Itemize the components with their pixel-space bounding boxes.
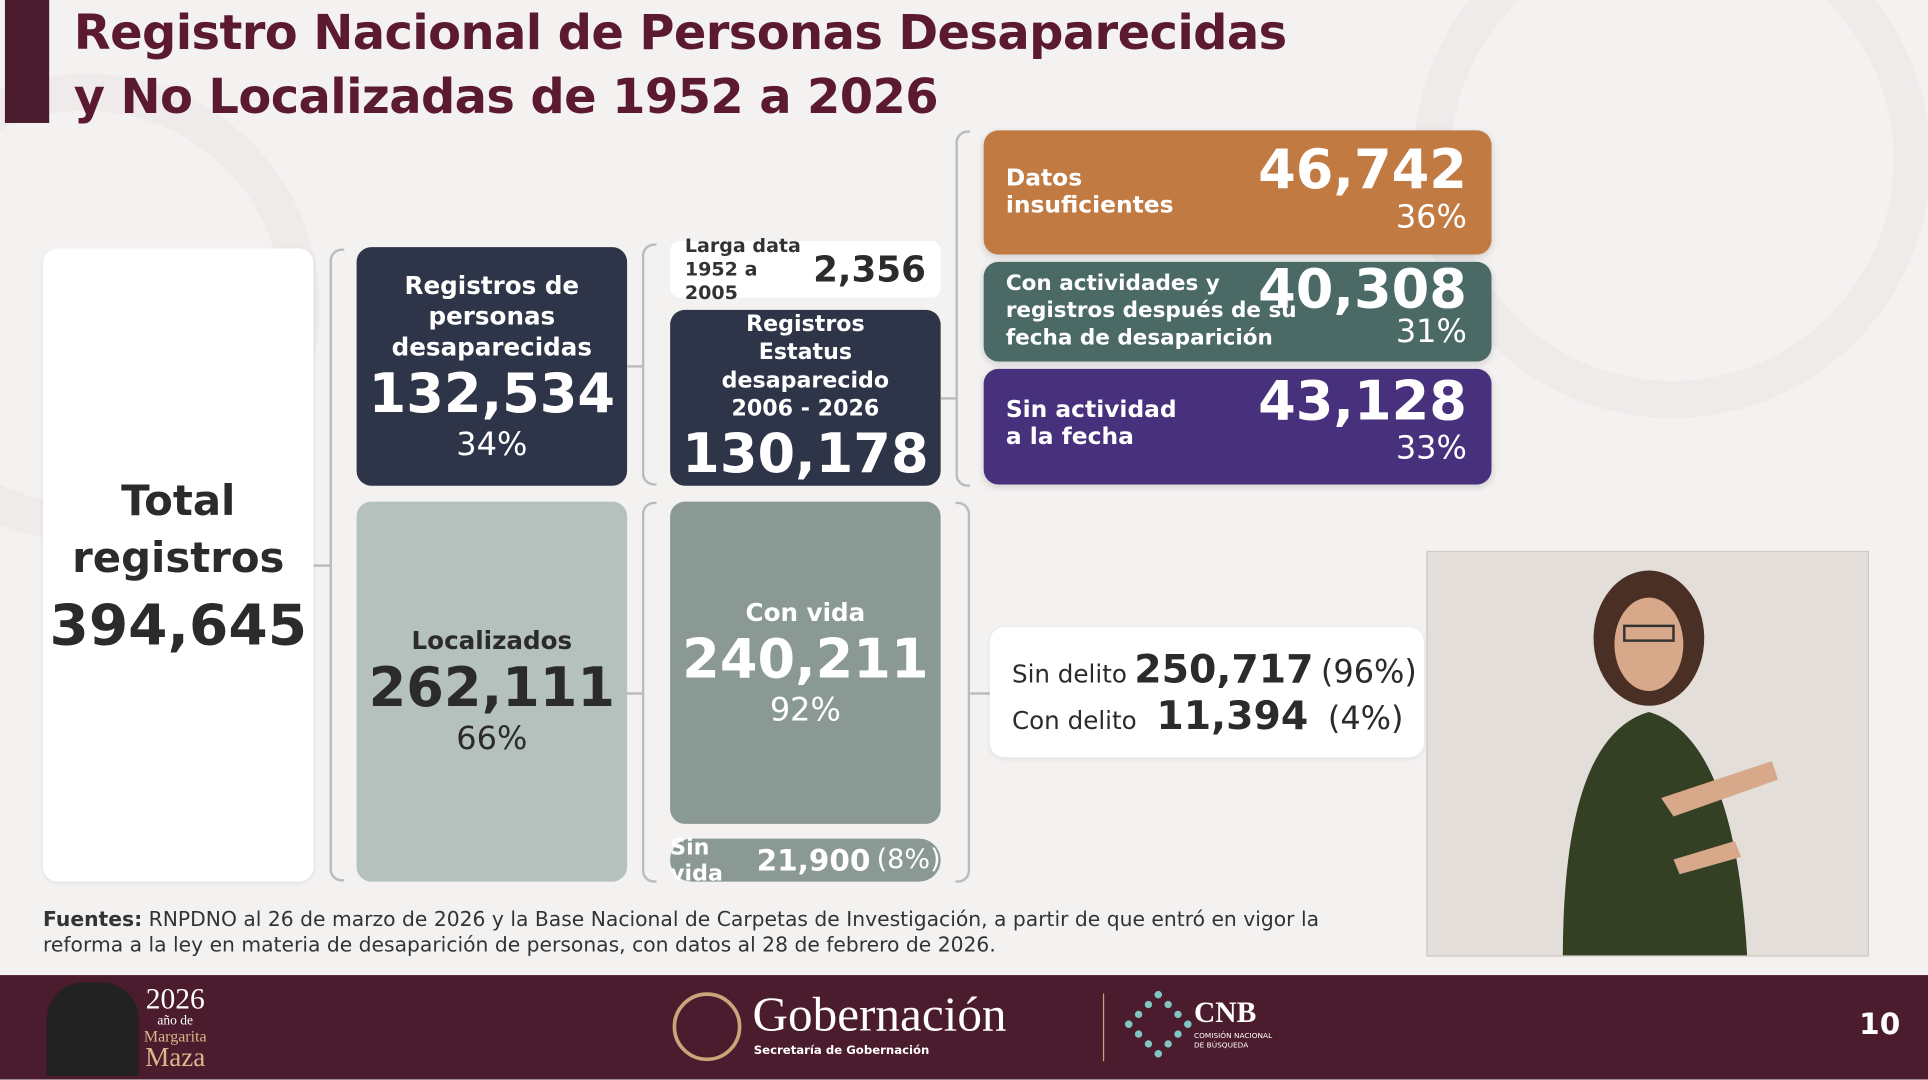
- category-value: 43,128: [1258, 370, 1467, 433]
- cnb-sub: COMISIÓN NACIONAL DE BÚSQUEDA: [1193, 1031, 1273, 1051]
- category-sin-actividad: Sin actividad a la fecha 43,128 33%: [983, 368, 1492, 485]
- total-label-2: registros: [72, 533, 285, 583]
- bracket: [955, 130, 971, 487]
- desaparecidas-pct: 34%: [456, 426, 528, 463]
- sources-note: Fuentes: RNPDNO al 26 de marzo de 2026 y…: [43, 906, 1371, 958]
- localizados-card: Localizados 262,111 66%: [356, 501, 628, 882]
- bracket: [641, 501, 657, 883]
- cnb-logo-icon: [1123, 989, 1194, 1060]
- title-line-1: Registro Nacional de Personas Desapareci…: [73, 6, 1287, 62]
- category-datos-insuficientes: Datos insuficientes 46,742 36%: [983, 130, 1492, 255]
- gobernacion-sub: Secretaría de Gobernación: [753, 1043, 930, 1058]
- con-delito-value: 11,394: [1156, 692, 1309, 739]
- cnb-logo: CNB: [1193, 997, 1257, 1030]
- connector: [627, 692, 642, 695]
- con-delito-pct: (4%): [1327, 700, 1404, 738]
- total-label: Total: [121, 476, 236, 526]
- total-value: 394,645: [49, 590, 308, 658]
- category-value: 46,742: [1258, 138, 1467, 202]
- category-pct: 36%: [1395, 199, 1467, 237]
- larga-data-years: 1952 a 2005: [684, 257, 758, 304]
- desaparecidas-label: Registros de personas desaparecidas: [391, 269, 593, 361]
- interpreter-figure: [1562, 570, 1779, 956]
- year-surname: Maza: [145, 1041, 206, 1073]
- larga-data-pill: Larga data 1952 a 2005 2,356: [670, 234, 941, 303]
- sin-vida-pill: Sin vida 21,900 (8%): [670, 834, 941, 886]
- sources-label: Fuentes:: [43, 907, 143, 931]
- year-sub: año de: [157, 1013, 194, 1028]
- category-pct: 33%: [1395, 430, 1467, 468]
- total-registros-card: Total registros 394,645: [43, 248, 314, 882]
- page-number: 10: [1859, 1007, 1901, 1042]
- connector: [627, 365, 642, 368]
- desaparecidas-value: 132,534: [368, 362, 616, 425]
- estatus-label: Registros Estatus desaparecido 2006 - 20…: [721, 311, 890, 422]
- con-vida-pct: 92%: [769, 691, 841, 729]
- category-label: Sin actividad a la fecha: [1005, 395, 1177, 451]
- year-name: Margarita: [143, 1026, 207, 1046]
- localizados-value: 262,111: [368, 656, 616, 720]
- category-value: 40,308: [1258, 258, 1467, 321]
- connector: [970, 692, 990, 695]
- larga-data-value: 2,356: [813, 248, 926, 291]
- localizados-label: Localizados: [411, 625, 573, 656]
- sin-vida-pct: (8%): [876, 844, 941, 876]
- category-pct: 31%: [1395, 313, 1467, 351]
- sin-delito-row: Sin delito 250,717 (96%): [1012, 646, 1417, 693]
- divider: [1102, 993, 1105, 1062]
- con-delito-row: Con delito 11,394 (4%): [1012, 692, 1404, 739]
- bracket: [955, 501, 971, 883]
- margarita-maza-portrait: [46, 982, 139, 1076]
- page-title: Registro Nacional de Personas Desapareci…: [74, 2, 1287, 130]
- bracket: [641, 243, 657, 486]
- desaparecidas-card: Registros de personas desaparecidas 132,…: [356, 247, 628, 486]
- sin-delito-label: Sin delito: [1011, 659, 1127, 689]
- delito-card: Sin delito 250,717 (96%) Con delito 11,3…: [989, 627, 1424, 758]
- national-seal-icon: [672, 992, 742, 1062]
- sign-language-interpreter-video: [1426, 550, 1869, 957]
- gobernacion-logo: Gobernación: [752, 986, 1007, 1042]
- sin-delito-value: 250,717: [1134, 645, 1314, 693]
- title-accent-bar: [4, 0, 50, 123]
- sin-vida-value: 21,900: [756, 842, 871, 878]
- sin-delito-pct: (96%): [1320, 654, 1417, 692]
- estatus-card: Registros Estatus desaparecido 2006 - 20…: [670, 309, 941, 486]
- sources-text: RNPDNO al 26 de marzo de 2026 y la Base …: [43, 907, 1320, 957]
- bracket: [329, 248, 345, 882]
- category-con-actividades: Con actividades y registros después de s…: [983, 258, 1492, 362]
- footer-bar: 2026 año de Margarita Maza Gobernación S…: [0, 975, 1928, 1080]
- estatus-value: 130,178: [682, 422, 929, 486]
- con-vida-value: 240,211: [682, 627, 929, 691]
- category-label: Con actividades y registros después de s…: [1005, 271, 1297, 351]
- year: 2026: [145, 983, 205, 1016]
- sin-vida-label: Sin vida: [670, 834, 723, 886]
- con-delito-label: Con delito: [1011, 705, 1137, 736]
- year-logo: 2026 año de Margarita Maza: [144, 985, 207, 1071]
- larga-data-label: Larga data: [684, 234, 801, 257]
- title-line-2: y No Localizadas de 1952 a 2026: [73, 70, 939, 126]
- connector: [940, 397, 956, 400]
- con-vida-card: Con vida 240,211 92%: [670, 501, 941, 824]
- category-label: Datos insuficientes: [1005, 164, 1174, 219]
- connector: [313, 564, 331, 567]
- localizados-pct: 66%: [456, 720, 528, 758]
- con-vida-label: Con vida: [745, 596, 866, 627]
